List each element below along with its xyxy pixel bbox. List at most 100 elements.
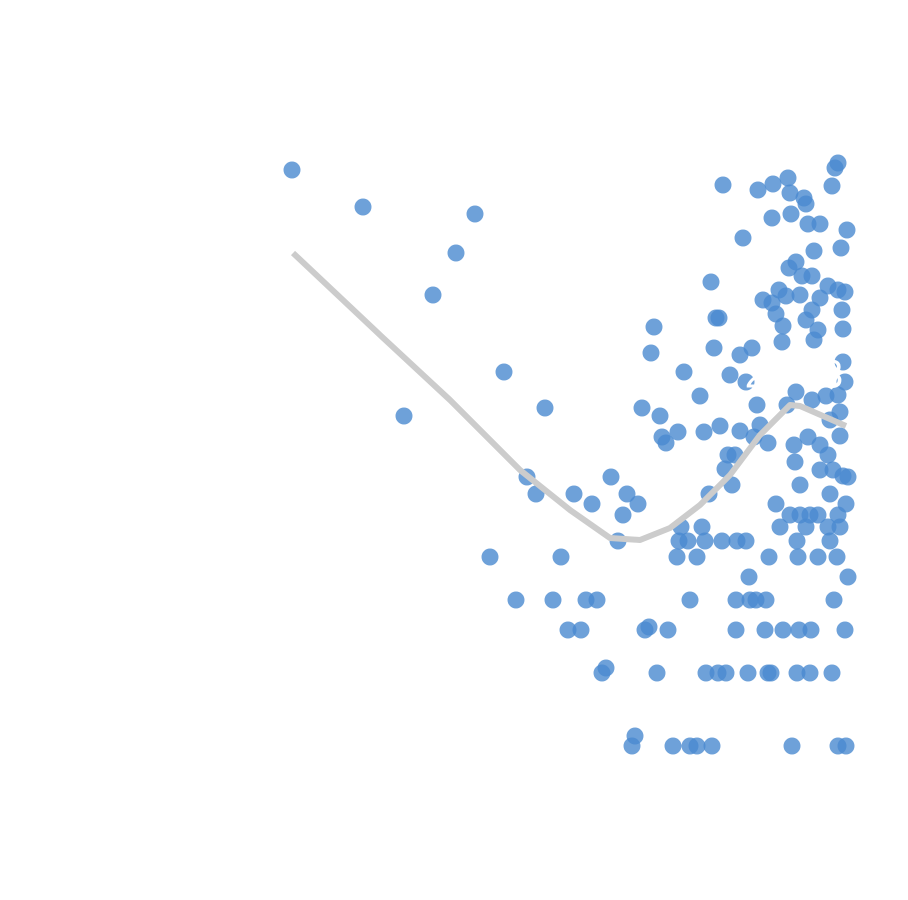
point <box>702 273 720 291</box>
point <box>773 333 791 351</box>
point <box>774 621 792 639</box>
point <box>588 591 606 609</box>
point <box>829 386 847 404</box>
point <box>623 737 641 755</box>
point <box>651 407 669 425</box>
point <box>839 568 857 586</box>
point <box>834 353 852 371</box>
point <box>602 468 620 486</box>
point <box>727 591 745 609</box>
point <box>809 506 827 524</box>
point <box>788 532 806 550</box>
point <box>731 422 749 440</box>
point <box>691 387 709 405</box>
point <box>679 532 697 550</box>
point <box>805 331 823 349</box>
point <box>823 177 841 195</box>
point <box>767 495 785 513</box>
point <box>466 205 484 223</box>
point <box>688 548 706 566</box>
point <box>748 396 766 414</box>
point <box>831 518 849 536</box>
point <box>283 161 301 179</box>
point <box>797 195 815 213</box>
point <box>714 176 732 194</box>
point <box>786 453 804 471</box>
point <box>659 621 677 639</box>
point <box>734 229 752 247</box>
point <box>823 664 841 682</box>
point <box>618 485 636 503</box>
point <box>791 286 809 304</box>
point <box>552 548 570 566</box>
point <box>819 446 837 464</box>
point <box>756 621 774 639</box>
point <box>791 476 809 494</box>
point <box>640 618 658 636</box>
point <box>696 532 714 550</box>
point <box>481 548 499 566</box>
point <box>809 548 827 566</box>
point <box>657 434 675 452</box>
point <box>669 423 687 441</box>
point <box>681 591 699 609</box>
point <box>642 344 660 362</box>
point <box>836 283 854 301</box>
annotation: 3 <box>821 353 843 397</box>
point <box>727 621 745 639</box>
point <box>821 532 839 550</box>
point <box>536 399 554 417</box>
point <box>839 468 857 486</box>
point <box>834 320 852 338</box>
point <box>583 495 601 513</box>
point <box>447 244 465 262</box>
point <box>705 339 723 357</box>
point <box>559 621 577 639</box>
point <box>614 506 632 524</box>
point <box>833 301 851 319</box>
point <box>836 621 854 639</box>
point <box>713 532 731 550</box>
point <box>629 495 647 513</box>
point <box>762 664 780 682</box>
point <box>771 518 789 536</box>
point <box>811 461 829 479</box>
point <box>593 664 611 682</box>
point <box>760 548 778 566</box>
point <box>805 242 823 260</box>
point <box>739 664 757 682</box>
point <box>737 532 755 550</box>
point <box>354 198 372 216</box>
point <box>780 259 798 277</box>
point <box>777 287 795 305</box>
point <box>782 205 800 223</box>
point <box>811 289 829 307</box>
point <box>633 399 651 417</box>
point <box>803 391 821 409</box>
point <box>757 591 775 609</box>
point <box>799 428 817 446</box>
point <box>763 209 781 227</box>
point <box>749 181 767 199</box>
point <box>790 621 808 639</box>
point <box>781 184 799 202</box>
point <box>803 267 821 285</box>
point <box>697 664 715 682</box>
point <box>688 737 706 755</box>
point <box>799 215 817 233</box>
point <box>695 423 713 441</box>
point <box>825 591 843 609</box>
point <box>721 366 739 384</box>
point <box>675 363 693 381</box>
point <box>424 286 442 304</box>
annotation: 26 <box>745 353 790 397</box>
point <box>788 664 806 682</box>
plot-area <box>283 154 857 755</box>
point <box>787 383 805 401</box>
point <box>828 548 846 566</box>
point <box>740 568 758 586</box>
point <box>831 427 849 445</box>
point <box>507 591 525 609</box>
